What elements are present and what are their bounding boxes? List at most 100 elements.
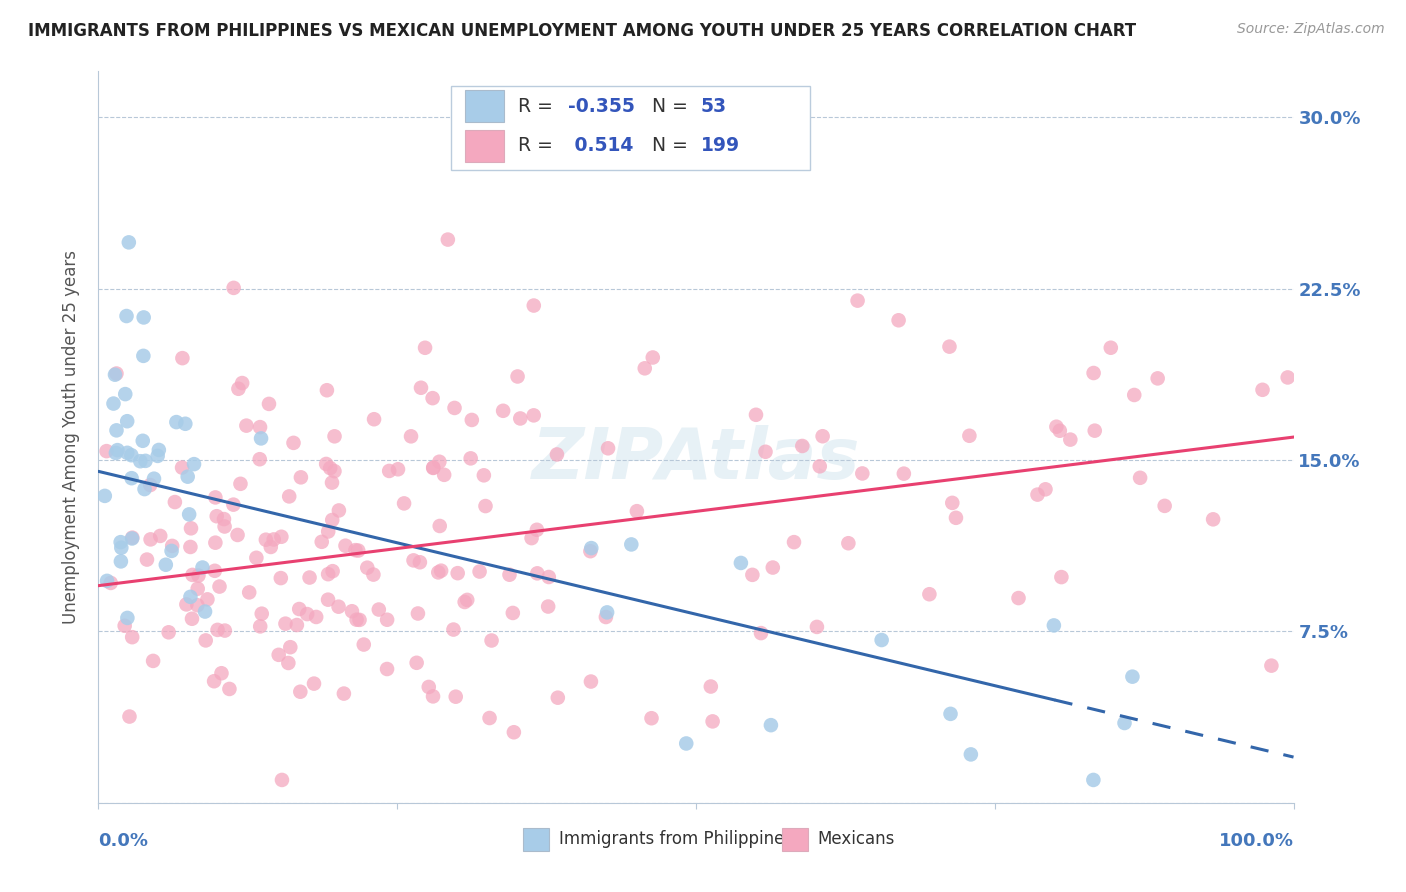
Point bbox=[595, 610, 617, 624]
Point bbox=[146, 449, 169, 463]
Point bbox=[502, 725, 524, 739]
Point bbox=[1049, 424, 1071, 438]
Point bbox=[197, 592, 219, 607]
Point bbox=[180, 521, 202, 535]
Point bbox=[204, 535, 226, 549]
Point bbox=[349, 613, 371, 627]
Point bbox=[1050, 570, 1073, 584]
Point bbox=[290, 684, 312, 698]
Point bbox=[260, 540, 283, 554]
Point bbox=[957, 429, 980, 443]
Point bbox=[851, 467, 873, 481]
Point bbox=[277, 656, 299, 670]
Point bbox=[700, 680, 723, 694]
Point bbox=[1277, 370, 1299, 384]
Point bbox=[741, 567, 763, 582]
Point bbox=[754, 444, 776, 458]
Point bbox=[427, 566, 450, 580]
Text: ZIPAtlas: ZIPAtlas bbox=[531, 425, 860, 493]
Text: IMMIGRANTS FROM PHILIPPINES VS MEXICAN UNEMPLOYMENT AMONG YOUTH UNDER 25 YEARS C: IMMIGRANTS FROM PHILIPPINES VS MEXICAN U… bbox=[28, 22, 1136, 40]
Point bbox=[1260, 658, 1282, 673]
Point bbox=[290, 470, 312, 484]
Point bbox=[274, 616, 297, 631]
Point bbox=[172, 351, 194, 365]
Point bbox=[1099, 341, 1122, 355]
Point bbox=[316, 567, 339, 582]
Point bbox=[429, 519, 451, 533]
Point bbox=[218, 681, 240, 696]
Point bbox=[405, 656, 427, 670]
Point bbox=[409, 555, 432, 569]
Point bbox=[132, 434, 155, 448]
Point bbox=[1146, 371, 1168, 385]
Point bbox=[468, 565, 491, 579]
Point bbox=[160, 544, 183, 558]
Point bbox=[460, 451, 482, 466]
Point bbox=[792, 439, 814, 453]
Text: -0.355: -0.355 bbox=[568, 96, 636, 116]
FancyBboxPatch shape bbox=[782, 828, 808, 851]
Point bbox=[443, 401, 465, 415]
Point bbox=[115, 309, 138, 323]
Point bbox=[305, 610, 328, 624]
Point bbox=[214, 519, 236, 533]
Point bbox=[174, 417, 197, 431]
Point bbox=[1114, 716, 1136, 731]
Point bbox=[323, 429, 346, 443]
Y-axis label: Unemployment Among Youth under 25 years: Unemployment Among Youth under 25 years bbox=[62, 250, 80, 624]
Point bbox=[363, 412, 385, 426]
Point bbox=[155, 558, 177, 572]
Point bbox=[453, 595, 475, 609]
Point bbox=[941, 496, 963, 510]
Point bbox=[547, 690, 569, 705]
Point bbox=[596, 606, 619, 620]
Text: Source: ZipAtlas.com: Source: ZipAtlas.com bbox=[1237, 22, 1385, 37]
Point bbox=[132, 310, 155, 325]
Point bbox=[806, 620, 828, 634]
Point bbox=[808, 459, 831, 474]
Point bbox=[187, 582, 209, 596]
Point bbox=[811, 429, 834, 443]
Point bbox=[114, 619, 136, 633]
Point bbox=[228, 382, 250, 396]
Point bbox=[1251, 383, 1274, 397]
Point bbox=[316, 524, 339, 539]
Point bbox=[319, 461, 342, 475]
Point bbox=[444, 690, 467, 704]
Point bbox=[316, 592, 339, 607]
Point bbox=[762, 560, 785, 574]
Point bbox=[409, 381, 432, 395]
Point bbox=[1129, 471, 1152, 485]
Point bbox=[250, 431, 273, 445]
Point bbox=[235, 418, 257, 433]
Text: 100.0%: 100.0% bbox=[1219, 832, 1294, 850]
Point bbox=[918, 587, 941, 601]
Point bbox=[120, 448, 142, 462]
Point bbox=[142, 654, 165, 668]
Point bbox=[579, 544, 602, 558]
Point bbox=[1083, 366, 1105, 380]
Point bbox=[149, 529, 172, 543]
Point bbox=[375, 613, 398, 627]
Point bbox=[105, 367, 128, 381]
Point bbox=[321, 513, 343, 527]
Point bbox=[121, 531, 143, 545]
Point bbox=[238, 585, 260, 599]
Point bbox=[406, 607, 429, 621]
Point bbox=[110, 535, 132, 549]
Point bbox=[1123, 388, 1146, 402]
Point bbox=[1121, 670, 1143, 684]
Point bbox=[176, 469, 198, 483]
Point bbox=[134, 454, 156, 468]
Point bbox=[139, 478, 162, 492]
Point bbox=[1153, 499, 1175, 513]
Text: N =: N = bbox=[652, 96, 688, 116]
Point bbox=[249, 452, 271, 467]
Point bbox=[271, 772, 294, 787]
Point bbox=[387, 462, 409, 476]
Text: 53: 53 bbox=[700, 96, 727, 116]
Point bbox=[104, 446, 127, 460]
Point bbox=[115, 414, 138, 428]
Point bbox=[399, 429, 422, 443]
Point bbox=[447, 566, 470, 581]
